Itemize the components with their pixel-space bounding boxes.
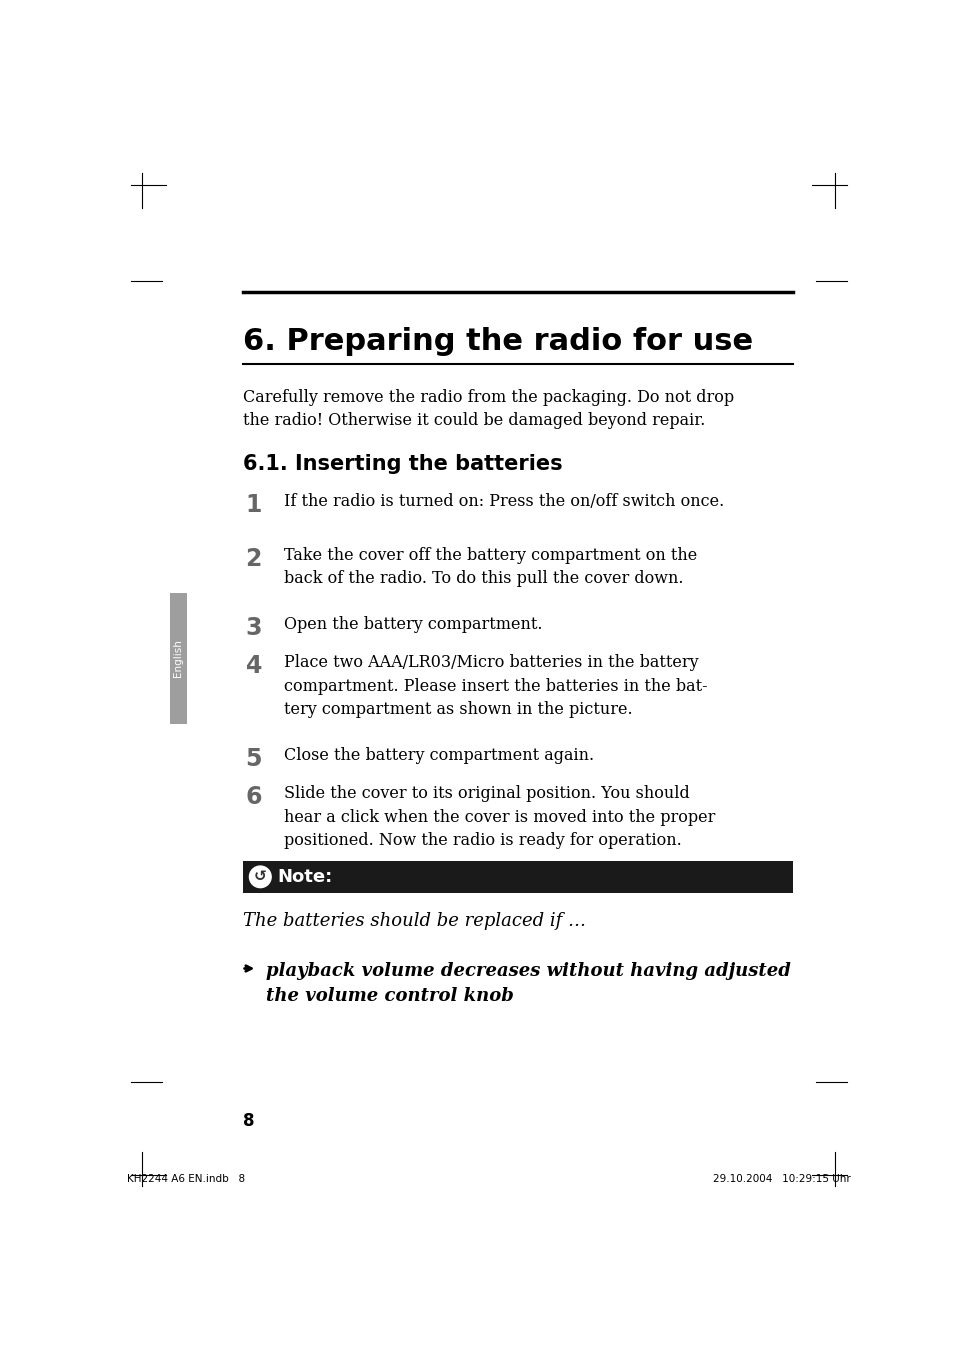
Text: ↺: ↺ <box>253 870 267 884</box>
Text: 8: 8 <box>243 1113 254 1131</box>
Text: Slide the cover to its original position. You should
hear a click when the cover: Slide the cover to its original position… <box>284 785 715 849</box>
FancyBboxPatch shape <box>243 860 793 892</box>
Text: English: English <box>172 639 183 677</box>
Text: Close the battery compartment again.: Close the battery compartment again. <box>284 747 594 763</box>
Text: Note:: Note: <box>277 868 333 886</box>
Text: playback volume decreases without having adjusted
the volume control knob: playback volume decreases without having… <box>266 962 791 1005</box>
Text: 5: 5 <box>245 747 262 771</box>
Text: Carefully remove the radio from the packaging. Do not drop
the radio! Otherwise : Carefully remove the radio from the pack… <box>243 389 734 429</box>
Text: KH2244 A6 EN.indb   8: KH2244 A6 EN.indb 8 <box>127 1174 245 1184</box>
Text: Open the battery compartment.: Open the battery compartment. <box>284 616 542 633</box>
Text: Place two AAA/LR03/Micro batteries in the battery
compartment. Please insert the: Place two AAA/LR03/Micro batteries in th… <box>284 654 707 719</box>
Text: The batteries should be replaced if …: The batteries should be replaced if … <box>243 913 586 930</box>
FancyBboxPatch shape <box>170 592 187 724</box>
Text: 4: 4 <box>245 654 262 678</box>
Text: 6: 6 <box>245 785 262 809</box>
Text: 2: 2 <box>245 546 262 571</box>
Text: 6.1. Inserting the batteries: 6.1. Inserting the batteries <box>243 454 562 474</box>
Text: 6. Preparing the radio for use: 6. Preparing the radio for use <box>243 327 753 357</box>
Text: 3: 3 <box>245 616 262 639</box>
Text: If the radio is turned on: Press the on/off switch once.: If the radio is turned on: Press the on/… <box>284 493 724 510</box>
Circle shape <box>249 865 271 887</box>
Text: 29.10.2004   10:29:15 Uhr: 29.10.2004 10:29:15 Uhr <box>712 1174 850 1184</box>
Text: Take the cover off the battery compartment on the
back of the radio. To do this : Take the cover off the battery compartme… <box>284 546 697 587</box>
Text: 1: 1 <box>245 493 262 517</box>
